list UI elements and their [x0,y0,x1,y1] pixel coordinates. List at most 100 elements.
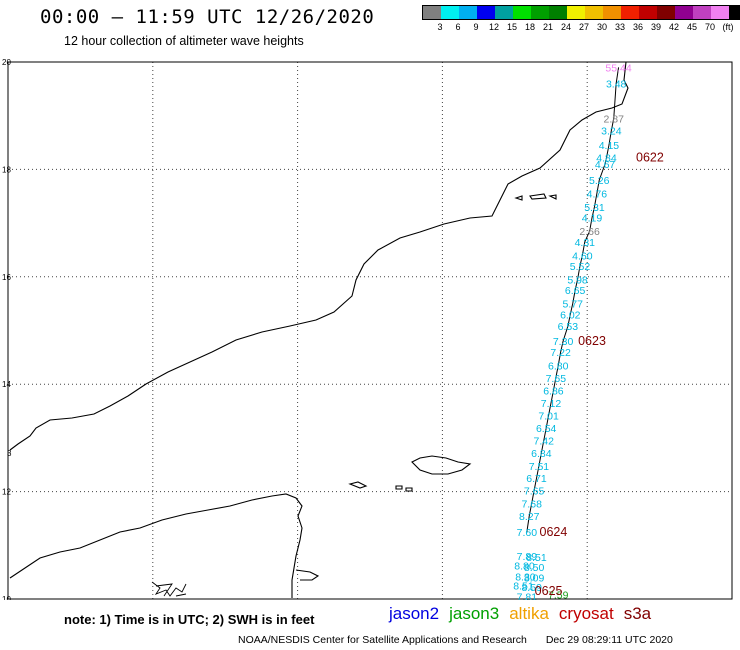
wave-height-label-14: 5.52 [570,261,591,273]
wave-height-label-34: 8.27 [519,511,540,523]
legend-swatch-4 [495,6,513,19]
wave-height-label-16: 6.65 [565,285,586,297]
legend-unit-label: (ft) [722,22,734,32]
legend-swatch-8 [567,6,585,19]
legend-swatch-11 [621,6,639,19]
legend-swatch-0 [423,6,441,19]
wave-height-cluster-label-4: 8.30 [515,571,536,583]
coastline [9,61,629,598]
legend-label-12: 12 [488,22,500,32]
pass-time-label-0623: 0623 [578,334,606,348]
wave-height-cluster-label-5: 8.09 [524,573,545,585]
legend-swatch-13 [657,6,675,19]
wave-height-label-32: 7.65 [524,486,545,498]
scribble-islets [151,581,187,597]
legend-label-24: 24 [560,22,572,32]
wave-height-label-2: 2.87 [604,113,625,125]
map-title: 00:00 – 11:59 UTC 12/26/2020 [40,6,375,28]
legend-label-9: 9 [473,22,479,32]
african-coastline [9,493,303,598]
legend-swatch-2 [459,6,477,19]
mission-jason3: jason3 [449,604,500,623]
legend-label-42: 42 [668,22,680,32]
wave-height-label-1: 3.48 [606,78,627,90]
wave-height-label-19: 6.53 [558,321,579,333]
legend-swatch-10 [603,6,621,19]
islet-4 [514,195,523,201]
map-frame [7,61,733,600]
wave-height-cluster-label-0: 7.89 [517,551,538,563]
pass-time-label-0625: 0625 [535,584,563,598]
wave-height-cluster-label-7: 8.59 [521,582,542,594]
color-legend: 3 6 9 12 15 18 21 24 27 30 33 36 39 42 45 70 (ft) [422,5,740,36]
legend-label-33: 33 [614,22,626,32]
lat-tick-14: 14 [2,380,11,389]
pass-time-label-0622: 0622 [636,151,664,165]
wave-height-label-3: 3.24 [601,126,622,138]
mission-legend: jason2 jason3 altika cryosat s3a [389,604,661,624]
legend-label-30: 30 [596,22,608,32]
wave-height-label-29: 6.84 [531,448,552,460]
wave-height-label-18: 6.02 [560,309,581,321]
legend-label-39: 39 [650,22,662,32]
legend-swatch-17 [729,6,740,19]
legend-swatch-15 [693,6,711,19]
wave-height-label-30: 7.51 [529,461,550,473]
wave-height-label-35: 7.60 [517,527,538,539]
wave-height-label-0: 55.44 [605,62,631,74]
lat-tick-18: 18 [2,165,11,174]
legend-label-18: 18 [524,22,536,32]
legend-swatch-9 [585,6,603,19]
credit-text: NOAA/NESDIS Center for Satellite Applica… [238,634,527,646]
legend-swatch-3 [477,6,495,19]
lat-tick-10: 10 [2,595,11,600]
legend-labels: 3 6 9 12 15 18 21 24 27 30 33 36 39 42 45 70 (ft) [422,22,740,36]
note-text: note: 1) Time is in UTC; 2) SWH is in fe… [64,612,315,627]
wave-height-label-26: 7.01 [538,410,559,422]
altimeter-track: 55.44 3.48 2.873.24 4.154.844.67 5.26 4.765.3… [513,62,664,600]
wave-height-label-4: 4.15 [599,140,620,152]
pass-time-label-0624: 0624 [540,525,568,539]
credit-line: NOAA/NESDIS Center for Satellite Applica… [238,634,673,646]
map-canvas: 4548515457601012141618203 55.443.482.873… [2,58,733,600]
wave-height-label-33: 7.68 [521,498,542,510]
wave-height-label-23: 7.65 [546,373,567,385]
legend-label-15: 15 [506,22,518,32]
wave-height-label-6: 4.67 [595,159,616,171]
legend-label-3: 3 [437,22,443,32]
wave-height-label-5: 4.84 [596,153,617,165]
wave-height-label-10: 4.19 [582,213,603,225]
legend-swatch-5 [513,6,531,19]
legend-label-70: 70 [704,22,716,32]
mission-jason2: jason2 [389,604,440,623]
legend-label-27: 27 [578,22,590,32]
legend-swatch-6 [531,6,549,19]
legend-swatch-12 [639,6,657,19]
islet-2 [395,485,403,490]
legend-label-45: 45 [686,22,698,32]
wave-height-label-22: 6.80 [548,360,569,372]
left-edge-label: 3 [7,449,12,458]
islet-1 [348,481,368,489]
wave-height-cluster-label-2: 8.80 [514,561,535,573]
wave-height-cluster-label-6: 8.51 [513,581,534,593]
mission-cryosat: cryosat [558,604,614,623]
wave-height-label-27: 6.54 [536,423,557,435]
legend-swatch-16 [711,6,729,19]
wave-height-label-21: 7.22 [550,347,571,359]
wave-height-cluster-label-1: 8.51 [526,552,547,564]
legend-label-36: 36 [632,22,644,32]
wave-height-label-17: 5.77 [563,299,584,311]
wave-height-label-24: 6.86 [543,386,564,398]
wave-height-label-7: 5.26 [589,175,610,187]
wave-height-cluster-label-9: 7.59 [548,590,569,600]
legend-swatch-1 [441,6,459,19]
mission-s3a: s3a [623,604,652,623]
generated-timestamp: Dec 29 08:29:11 UTC 2020 [545,634,673,646]
graticule [8,62,732,599]
legend-swatch-7 [549,6,567,19]
arabian-coastline [9,61,629,451]
legend-color-bar [422,5,740,20]
axis-tick-labels: 4548515457601012141618203 [2,58,12,600]
wave-height-label-15: 5.98 [567,274,588,286]
